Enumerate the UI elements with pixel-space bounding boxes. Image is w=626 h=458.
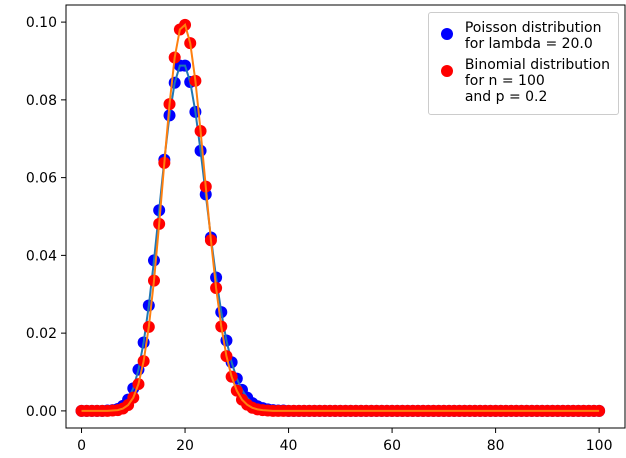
x-tick-label: 100 bbox=[586, 438, 613, 454]
y-tick-label: 0.08 bbox=[26, 93, 57, 109]
y-tick-label: 0.00 bbox=[26, 404, 57, 420]
x-tick-label: 80 bbox=[487, 438, 505, 454]
y-tick-label: 0.04 bbox=[26, 248, 57, 264]
line bbox=[81, 23, 600, 412]
line bbox=[81, 64, 600, 412]
plot-area bbox=[75, 18, 606, 417]
x-tick-label: 20 bbox=[176, 438, 194, 454]
x-tick-label: 0 bbox=[77, 438, 86, 454]
x-tick-label: 60 bbox=[383, 438, 401, 454]
legend-entry: Poisson distribution for lambda = 20.0 bbox=[437, 20, 610, 52]
legend: Poisson distribution for lambda = 20.0 Bi… bbox=[427, 12, 619, 115]
legend-entry: Binomial distribution for n = 100 and p … bbox=[437, 57, 610, 105]
point bbox=[593, 404, 606, 417]
legend-label: Binomial distribution for n = 100 and p … bbox=[464, 57, 610, 105]
y-tick-label: 0.10 bbox=[26, 15, 57, 31]
x-tick-label: 40 bbox=[280, 438, 298, 454]
y-tick-label: 0.02 bbox=[26, 326, 57, 342]
axes-frame bbox=[65, 4, 626, 429]
y-tick-label: 0.06 bbox=[26, 171, 57, 187]
legend-marker bbox=[440, 28, 453, 40]
legend-label: Poisson distribution for lambda = 20.0 bbox=[464, 20, 602, 52]
legend-marker bbox=[440, 65, 453, 77]
